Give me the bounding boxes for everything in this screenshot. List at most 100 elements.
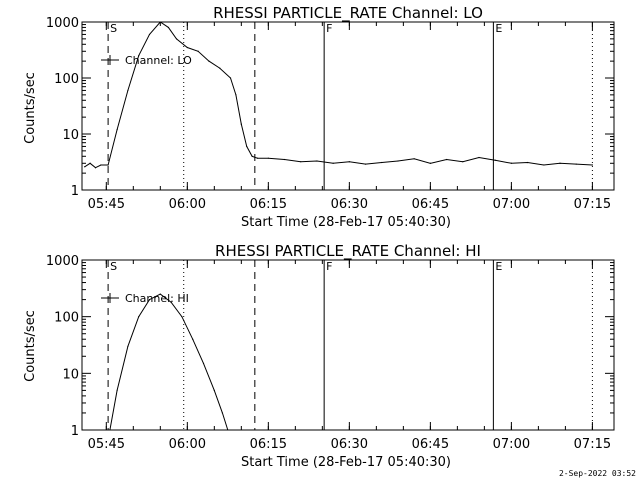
y-tick-label: 1 <box>71 424 79 439</box>
x-tick-label: 06:00 <box>169 437 206 452</box>
data-point <box>116 128 118 131</box>
x-tick-label: 06:45 <box>412 197 449 212</box>
x-tick-label: 06:15 <box>250 437 287 452</box>
panel-hi: RHESSI PARTICLE_RATE Channel: HI Counts/… <box>23 242 615 470</box>
data-point <box>283 158 286 161</box>
data-point <box>246 145 248 148</box>
chart-title-hi: RHESSI PARTICLE_RATE Channel: HI <box>215 242 481 261</box>
data-point <box>100 164 102 166</box>
data-point <box>429 162 431 164</box>
data-point <box>107 164 109 166</box>
data-point <box>181 316 183 318</box>
data-point <box>591 164 593 166</box>
x-tick-label: 05:45 <box>88 437 125 452</box>
series-line <box>109 293 229 430</box>
data-point <box>240 123 242 125</box>
data-point <box>84 166 86 168</box>
series-line <box>84 22 593 169</box>
x-tick-label: 07:00 <box>493 197 530 212</box>
data-point <box>127 89 129 92</box>
y-tick-label: 10 <box>62 367 79 382</box>
data-point <box>167 26 170 29</box>
x-tick-label: 06:00 <box>169 197 206 212</box>
data-point <box>175 38 178 40</box>
series-group <box>109 293 229 430</box>
data-point <box>138 55 140 57</box>
x-tick-label: 07:15 <box>574 437 611 452</box>
data-point <box>267 157 269 159</box>
data-point <box>300 161 302 163</box>
data-point <box>332 162 334 164</box>
y-tick-label: 10 <box>62 128 79 143</box>
data-point <box>186 46 188 49</box>
marker-label: E <box>495 22 502 35</box>
data-point <box>526 161 529 164</box>
data-point <box>89 162 91 164</box>
plot-frame <box>81 21 615 191</box>
legend-label: Channel: HI <box>125 292 189 305</box>
data-point <box>462 161 464 163</box>
data-point <box>138 316 140 318</box>
data-point <box>543 164 545 166</box>
x-tick-label: 06:30 <box>331 437 368 452</box>
data-point <box>235 94 237 96</box>
data-point <box>478 156 480 159</box>
date-stamp: 2-Sep-2022 03:52 <box>559 469 636 478</box>
x-axis-label-hi: Start Time (28-Feb-17 05:40:30) <box>241 455 451 470</box>
chart-title-lo: RHESSI PARTICLE_RATE Channel: LO <box>213 4 483 23</box>
marker-label: F <box>326 260 332 273</box>
data-point <box>251 155 253 157</box>
data-point <box>413 158 415 160</box>
data-point <box>575 163 577 165</box>
data-point <box>510 162 512 164</box>
data-point <box>170 301 172 303</box>
data-point <box>109 429 111 430</box>
y-tick-label: 1000 <box>46 254 79 269</box>
data-point <box>208 60 210 62</box>
y-tick-label: 100 <box>54 311 79 326</box>
plot-frame <box>81 259 615 431</box>
marker-label: E <box>495 260 502 273</box>
data-point <box>159 22 161 23</box>
y-tick-label: 1 <box>71 184 79 199</box>
marker-label: S <box>110 22 117 35</box>
y-axis-label-lo: Counts/sec <box>23 72 38 144</box>
plot-area-lo: 1 10 100 1000 05:45 06:00 06:15 06:30 06:45 07:00… <box>46 16 615 212</box>
x-tick-label: 06:45 <box>412 437 449 452</box>
marker-label: F <box>326 22 332 35</box>
x-tick-label: 06:30 <box>331 197 368 212</box>
data-point <box>192 338 194 340</box>
x-tick-label: 07:15 <box>574 197 611 212</box>
data-point <box>364 163 367 165</box>
y-tick-label: 100 <box>54 72 79 87</box>
data-point <box>445 158 448 161</box>
data-point <box>256 157 259 159</box>
data-point <box>159 293 161 295</box>
data-point <box>227 429 229 430</box>
x-tick-label: 05:45 <box>88 197 125 212</box>
x-tick-label: 07:00 <box>493 437 530 452</box>
data-point <box>127 345 129 347</box>
panel-lo: RHESSI PARTICLE_RATE Channel: LO Counts/… <box>23 4 615 230</box>
data-point <box>116 389 118 391</box>
x-tick-label: 06:15 <box>250 197 287 212</box>
y-tick-label: 1000 <box>46 16 79 31</box>
plot-area-hi: 1 10 100 1000 05:45 06:00 06:15 06:30 06:45 07:00… <box>46 254 615 452</box>
data-point <box>348 161 350 163</box>
y-axis-label-hi: Counts/sec <box>23 310 38 382</box>
data-point <box>197 50 199 52</box>
data-point <box>94 167 97 169</box>
data-point <box>148 299 151 301</box>
data-point <box>213 389 215 391</box>
data-point <box>494 159 496 161</box>
series-group <box>84 22 593 169</box>
data-point <box>397 160 399 162</box>
data-point <box>381 161 383 164</box>
marker-label: S <box>110 260 117 273</box>
data-point <box>202 362 205 364</box>
data-point <box>148 33 151 36</box>
data-point <box>559 162 561 164</box>
data-point <box>221 412 224 414</box>
data-point <box>219 67 221 69</box>
